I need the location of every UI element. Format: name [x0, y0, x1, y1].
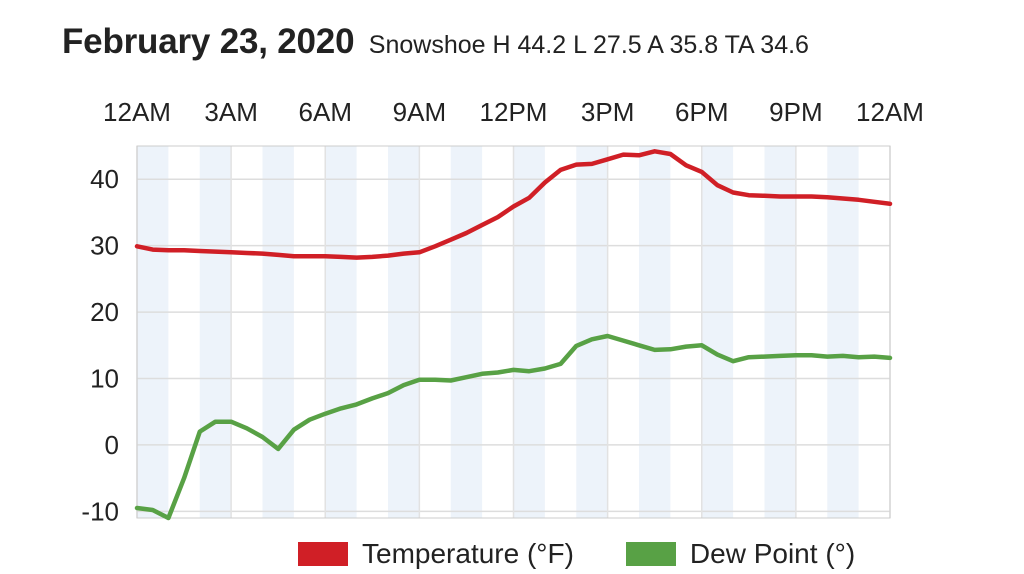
- plot-frame: [136, 145, 891, 519]
- y-axis-labels: 40 30 20 10 0 -10: [81, 164, 119, 526]
- x-tick-label: 3AM: [204, 97, 257, 127]
- x-axis-labels: 12AM 3AM 6AM 9AM 12PM 3PM 6PM 9PM 12AM: [103, 97, 924, 127]
- y-tick-label: 40: [90, 164, 119, 194]
- y-tick-label: 20: [90, 297, 119, 327]
- x-tick-label: 9PM: [769, 97, 822, 127]
- hour-band: [199, 146, 232, 518]
- y-tick-label: 10: [90, 364, 119, 394]
- legend-label-temperature: Temperature (°F): [362, 538, 574, 569]
- hour-band: [137, 146, 169, 518]
- x-tick-label: 12PM: [480, 97, 548, 127]
- y-tick-label: -10: [81, 496, 119, 526]
- legend-swatch-temperature: [298, 542, 348, 566]
- hour-band: [576, 146, 608, 518]
- hour-band: [701, 146, 734, 518]
- series-lines: [134, 149, 893, 521]
- chart-title-row: February 23, 2020 Snowshoe H 44.2 L 27.5…: [62, 22, 809, 62]
- legend: Temperature (°F) Dew Point (°): [298, 538, 855, 570]
- legend-item-temperature: Temperature (°F): [298, 538, 574, 570]
- chart-title: February 23, 2020: [62, 22, 355, 61]
- x-tick-label: 12AM: [103, 97, 171, 127]
- x-tick-label: 6PM: [675, 97, 728, 127]
- y-tick-label: 0: [105, 430, 119, 460]
- hour-band: [262, 146, 294, 518]
- hour-band: [513, 146, 545, 518]
- x-tick-label: 12AM: [856, 97, 924, 127]
- temperature-line: [134, 149, 893, 260]
- hour-band: [639, 146, 671, 518]
- legend-item-dew-point: Dew Point (°): [625, 538, 856, 570]
- dew-point-line: [134, 333, 893, 521]
- x-tick-label: 6AM: [299, 97, 352, 127]
- shaded-bands: [137, 146, 859, 518]
- legend-label-dew-point: Dew Point (°): [689, 538, 856, 569]
- hour-band: [764, 146, 796, 518]
- hour-band: [827, 146, 859, 518]
- hour-band: [388, 146, 420, 518]
- hour-band: [325, 146, 357, 518]
- legend-swatch-dew-point: [625, 542, 676, 566]
- chart-subtitle: Snowshoe H 44.2 L 27.5 A 35.8 TA 34.6: [368, 31, 809, 59]
- x-tick-label: 3PM: [581, 97, 634, 127]
- y-tick-label: 30: [90, 231, 119, 261]
- grid-lines: [136, 146, 891, 518]
- x-tick-label: 9AM: [393, 97, 446, 127]
- hour-band: [450, 146, 483, 518]
